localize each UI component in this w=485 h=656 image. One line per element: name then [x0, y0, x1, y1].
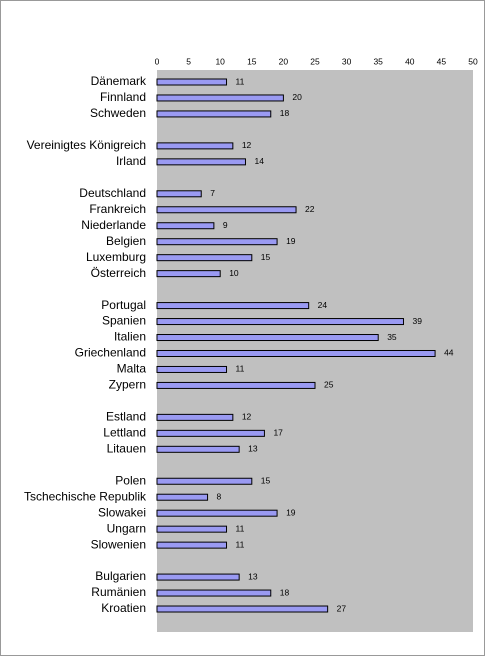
bar [156, 142, 234, 150]
bar [156, 605, 329, 613]
y-tick-label: Litauen [107, 441, 146, 455]
y-tick-label: Estland [106, 410, 146, 424]
y-tick-label: Schweden [90, 106, 146, 120]
bar [156, 318, 404, 326]
x-tick-label: 35 [373, 56, 383, 66]
y-tick-label: Belgien [106, 234, 146, 248]
bar [156, 573, 240, 581]
value-label: 11 [236, 364, 245, 374]
value-label: 24 [318, 300, 328, 310]
x-tick-label: 25 [310, 56, 320, 66]
y-tick-label: Kroatien [101, 601, 146, 615]
value-label: 7 [210, 188, 215, 198]
bar [156, 238, 278, 246]
value-label: 14 [254, 156, 264, 166]
bar [156, 270, 221, 278]
bar [156, 190, 202, 198]
value-label: 20 [292, 92, 302, 102]
value-label: 17 [273, 428, 283, 438]
value-label: 19 [286, 236, 296, 246]
bar [156, 302, 310, 310]
y-tick-label: Bulgarien [95, 569, 146, 583]
value-label: 11 [236, 539, 245, 549]
bar [156, 78, 228, 86]
value-label: 11 [236, 523, 245, 533]
value-label: 10 [229, 268, 239, 278]
bar [156, 493, 209, 501]
y-tick-label: Irland [116, 154, 146, 168]
bar [156, 445, 240, 453]
y-tick-label: Österreich [91, 266, 146, 280]
bar [156, 349, 436, 357]
bar [156, 334, 379, 342]
value-label: 22 [305, 204, 315, 214]
y-tick-label: Dänemark [91, 74, 147, 88]
value-label: 27 [337, 603, 347, 613]
x-tick-label: 40 [405, 56, 415, 66]
x-tick-label: 30 [342, 56, 352, 66]
y-tick-label: Niederlande [81, 218, 146, 232]
y-tick-label: Tschechische Republik [24, 489, 147, 503]
x-tick-label: 10 [215, 56, 225, 66]
value-label: 12 [242, 140, 252, 150]
value-label: 35 [387, 332, 397, 342]
value-label: 13 [248, 444, 258, 454]
y-tick-label: Portugal [101, 298, 146, 312]
value-label: 8 [217, 491, 222, 501]
y-tick-label: Italien [114, 330, 146, 344]
y-tick-label: Malta [117, 362, 147, 376]
value-label: 11 [236, 76, 245, 86]
x-tick-label: 15 [247, 56, 257, 66]
value-label: 13 [248, 571, 258, 581]
y-tick-label: Slowakei [98, 505, 146, 519]
y-tick-label: Ungarn [107, 521, 146, 535]
value-label: 15 [261, 476, 271, 486]
value-label: 15 [261, 252, 271, 262]
value-label: 18 [280, 587, 290, 597]
x-tick-label: 5 [186, 56, 191, 66]
value-label: 39 [412, 316, 422, 326]
y-tick-label: Finnland [100, 90, 146, 104]
y-tick-label: Spanien [102, 314, 146, 328]
bar [156, 110, 272, 118]
value-label: 19 [286, 507, 296, 517]
bar [156, 429, 265, 437]
bar [156, 509, 278, 517]
value-label: 18 [280, 108, 290, 118]
x-tick-label: 50 [468, 56, 478, 66]
y-tick-label: Vereinigtes Königreich [27, 138, 146, 152]
bar [156, 477, 253, 485]
y-tick-label: Polen [115, 473, 146, 487]
x-tick-label: 45 [437, 56, 447, 66]
x-tick-label: 20 [279, 56, 289, 66]
bar [156, 525, 228, 533]
value-label: 12 [242, 412, 252, 422]
bar [156, 222, 215, 230]
y-tick-label: Luxemburg [86, 250, 146, 264]
x-tick-label: 0 [155, 56, 160, 66]
value-label: 9 [223, 220, 228, 230]
value-label: 44 [444, 348, 454, 358]
bar [156, 413, 234, 421]
bar [156, 158, 246, 166]
value-label: 25 [324, 380, 334, 390]
bar [156, 254, 253, 262]
y-tick-label: Lettland [103, 426, 146, 440]
y-tick-label: Griechenland [75, 346, 146, 360]
bar [156, 381, 316, 389]
bar [156, 206, 297, 214]
bar [156, 365, 228, 373]
y-tick-label: Zypern [109, 378, 146, 392]
y-tick-label: Frankreich [89, 202, 146, 216]
y-tick-label: Deutschland [79, 186, 146, 200]
y-tick-label: Slowenien [91, 537, 146, 551]
bar [156, 541, 228, 549]
y-tick-label: Rumänien [91, 585, 146, 599]
bar [156, 589, 272, 597]
bar [156, 94, 284, 102]
